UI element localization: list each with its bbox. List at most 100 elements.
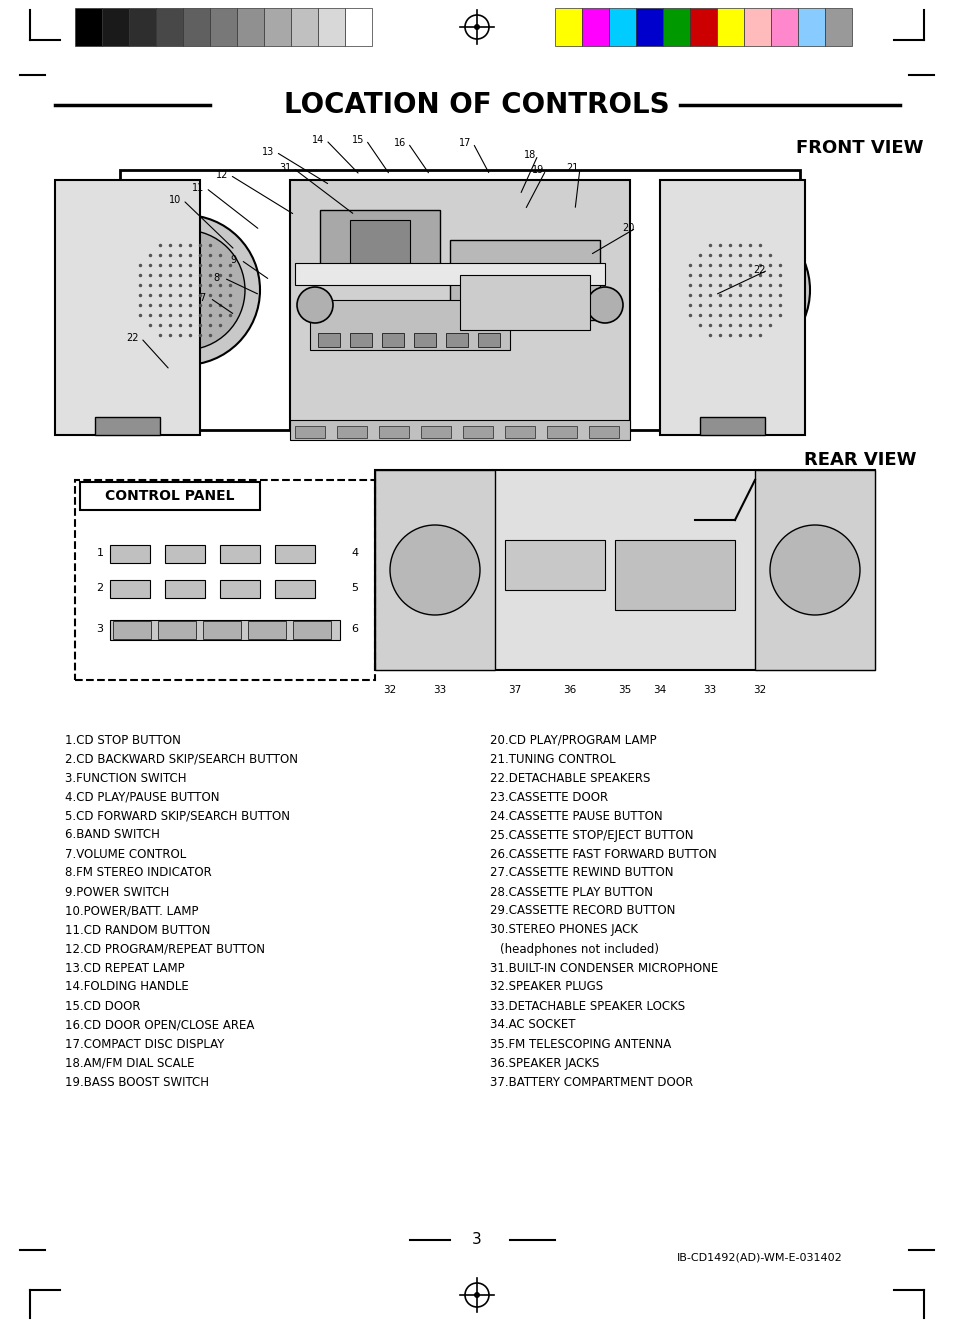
Text: 17.COMPACT DISC DISPLAY: 17.COMPACT DISC DISPLAY bbox=[65, 1037, 224, 1050]
Circle shape bbox=[296, 287, 333, 323]
Text: 3: 3 bbox=[96, 624, 103, 633]
Bar bbox=[375, 470, 874, 671]
Text: 18.AM/FM DIAL SCALE: 18.AM/FM DIAL SCALE bbox=[65, 1057, 194, 1069]
Bar bbox=[462, 426, 493, 438]
Text: 12: 12 bbox=[215, 170, 228, 181]
Bar bbox=[110, 544, 150, 563]
Bar bbox=[659, 181, 804, 436]
Text: 7: 7 bbox=[198, 293, 205, 303]
Text: 1: 1 bbox=[96, 548, 103, 558]
Text: 10: 10 bbox=[169, 195, 181, 205]
Text: 14: 14 bbox=[312, 135, 324, 145]
Bar bbox=[504, 540, 604, 590]
Text: 6: 6 bbox=[351, 624, 358, 633]
Bar bbox=[210, 8, 236, 46]
Bar bbox=[158, 622, 195, 639]
Bar bbox=[743, 8, 770, 46]
Text: 32.SPEAKER PLUGS: 32.SPEAKER PLUGS bbox=[490, 980, 602, 993]
Bar bbox=[290, 420, 629, 440]
Text: LOCATION OF CONTROLS: LOCATION OF CONTROLS bbox=[284, 92, 669, 120]
Text: 16: 16 bbox=[394, 138, 406, 147]
Text: 35.FM TELESCOPING ANTENNA: 35.FM TELESCOPING ANTENNA bbox=[490, 1037, 671, 1050]
Bar bbox=[236, 8, 264, 46]
Bar bbox=[770, 8, 797, 46]
Bar bbox=[165, 544, 205, 563]
Bar bbox=[293, 622, 331, 639]
Text: 3: 3 bbox=[472, 1232, 481, 1247]
Text: 19: 19 bbox=[532, 165, 543, 175]
Text: 17: 17 bbox=[458, 138, 471, 147]
Bar bbox=[378, 426, 409, 438]
Bar bbox=[156, 8, 183, 46]
Text: 2: 2 bbox=[96, 583, 104, 594]
Bar bbox=[110, 620, 339, 640]
Text: 34.AC SOCKET: 34.AC SOCKET bbox=[490, 1019, 575, 1032]
Text: 6.BAND SWITCH: 6.BAND SWITCH bbox=[65, 829, 160, 842]
Bar bbox=[310, 300, 510, 351]
Text: 20.CD PLAY/PROGRAM LAMP: 20.CD PLAY/PROGRAM LAMP bbox=[490, 733, 656, 746]
Text: 8: 8 bbox=[213, 274, 219, 283]
Bar bbox=[290, 181, 629, 430]
Bar bbox=[459, 275, 589, 329]
Text: 22: 22 bbox=[753, 266, 765, 275]
Bar bbox=[662, 8, 689, 46]
Bar bbox=[274, 580, 314, 598]
Bar bbox=[588, 426, 618, 438]
Text: 30.STEREO PHONES JACK: 30.STEREO PHONES JACK bbox=[490, 923, 638, 936]
Text: 7.VOLUME CONTROL: 7.VOLUME CONTROL bbox=[65, 847, 186, 861]
Bar bbox=[319, 210, 439, 280]
Circle shape bbox=[125, 230, 245, 351]
Text: 14.FOLDING HANDLE: 14.FOLDING HANDLE bbox=[65, 980, 189, 993]
Bar bbox=[414, 333, 436, 347]
Bar bbox=[129, 8, 156, 46]
Bar bbox=[112, 622, 151, 639]
Text: 18: 18 bbox=[523, 150, 536, 159]
Bar bbox=[555, 8, 581, 46]
Text: 33: 33 bbox=[433, 685, 446, 695]
Bar bbox=[183, 8, 210, 46]
Text: 4.CD PLAY/PAUSE BUTTON: 4.CD PLAY/PAUSE BUTTON bbox=[65, 790, 219, 803]
Bar bbox=[615, 540, 734, 610]
Bar bbox=[95, 417, 160, 436]
Text: 9.POWER SWITCH: 9.POWER SWITCH bbox=[65, 886, 169, 899]
Bar bbox=[274, 544, 314, 563]
Bar bbox=[700, 417, 764, 436]
Text: 15.CD DOOR: 15.CD DOOR bbox=[65, 1000, 140, 1012]
Bar bbox=[317, 333, 339, 347]
Bar bbox=[546, 426, 577, 438]
Text: 22.DETACHABLE SPEAKERS: 22.DETACHABLE SPEAKERS bbox=[490, 772, 650, 785]
Text: 37.BATTERY COMPARTMENT DOOR: 37.BATTERY COMPARTMENT DOOR bbox=[490, 1076, 693, 1089]
Text: 9: 9 bbox=[230, 255, 235, 266]
Text: 19.BASS BOOST SWITCH: 19.BASS BOOST SWITCH bbox=[65, 1076, 209, 1089]
Circle shape bbox=[586, 287, 622, 323]
Text: 23.CASSETTE DOOR: 23.CASSETTE DOOR bbox=[490, 790, 607, 803]
Text: 4: 4 bbox=[351, 548, 358, 558]
Text: 21.TUNING CONTROL: 21.TUNING CONTROL bbox=[490, 753, 615, 765]
Bar bbox=[120, 170, 800, 430]
Text: 26.CASSETTE FAST FORWARD BUTTON: 26.CASSETTE FAST FORWARD BUTTON bbox=[490, 847, 716, 861]
Bar bbox=[717, 8, 743, 46]
Bar bbox=[291, 8, 317, 46]
Text: 22: 22 bbox=[127, 333, 139, 343]
Circle shape bbox=[675, 230, 794, 351]
Text: 29.CASSETTE RECORD BUTTON: 29.CASSETTE RECORD BUTTON bbox=[490, 904, 675, 918]
Bar bbox=[636, 8, 662, 46]
Bar bbox=[446, 333, 468, 347]
Bar bbox=[420, 426, 451, 438]
Text: 8.FM STEREO INDICATOR: 8.FM STEREO INDICATOR bbox=[65, 866, 212, 879]
Bar bbox=[608, 8, 636, 46]
Bar bbox=[75, 8, 102, 46]
Bar bbox=[220, 544, 260, 563]
Text: 5: 5 bbox=[351, 583, 358, 594]
Text: (headphones not included): (headphones not included) bbox=[499, 943, 659, 956]
Text: CONTROL PANEL: CONTROL PANEL bbox=[105, 489, 234, 503]
Text: 21: 21 bbox=[565, 163, 578, 173]
Bar bbox=[55, 181, 200, 436]
Text: 36: 36 bbox=[563, 685, 576, 695]
Text: 27.CASSETTE REWIND BUTTON: 27.CASSETTE REWIND BUTTON bbox=[490, 866, 673, 879]
Circle shape bbox=[390, 525, 479, 615]
Bar bbox=[220, 580, 260, 598]
Text: REAR VIEW: REAR VIEW bbox=[803, 452, 915, 469]
Text: 20: 20 bbox=[621, 223, 634, 232]
Bar bbox=[477, 333, 499, 347]
